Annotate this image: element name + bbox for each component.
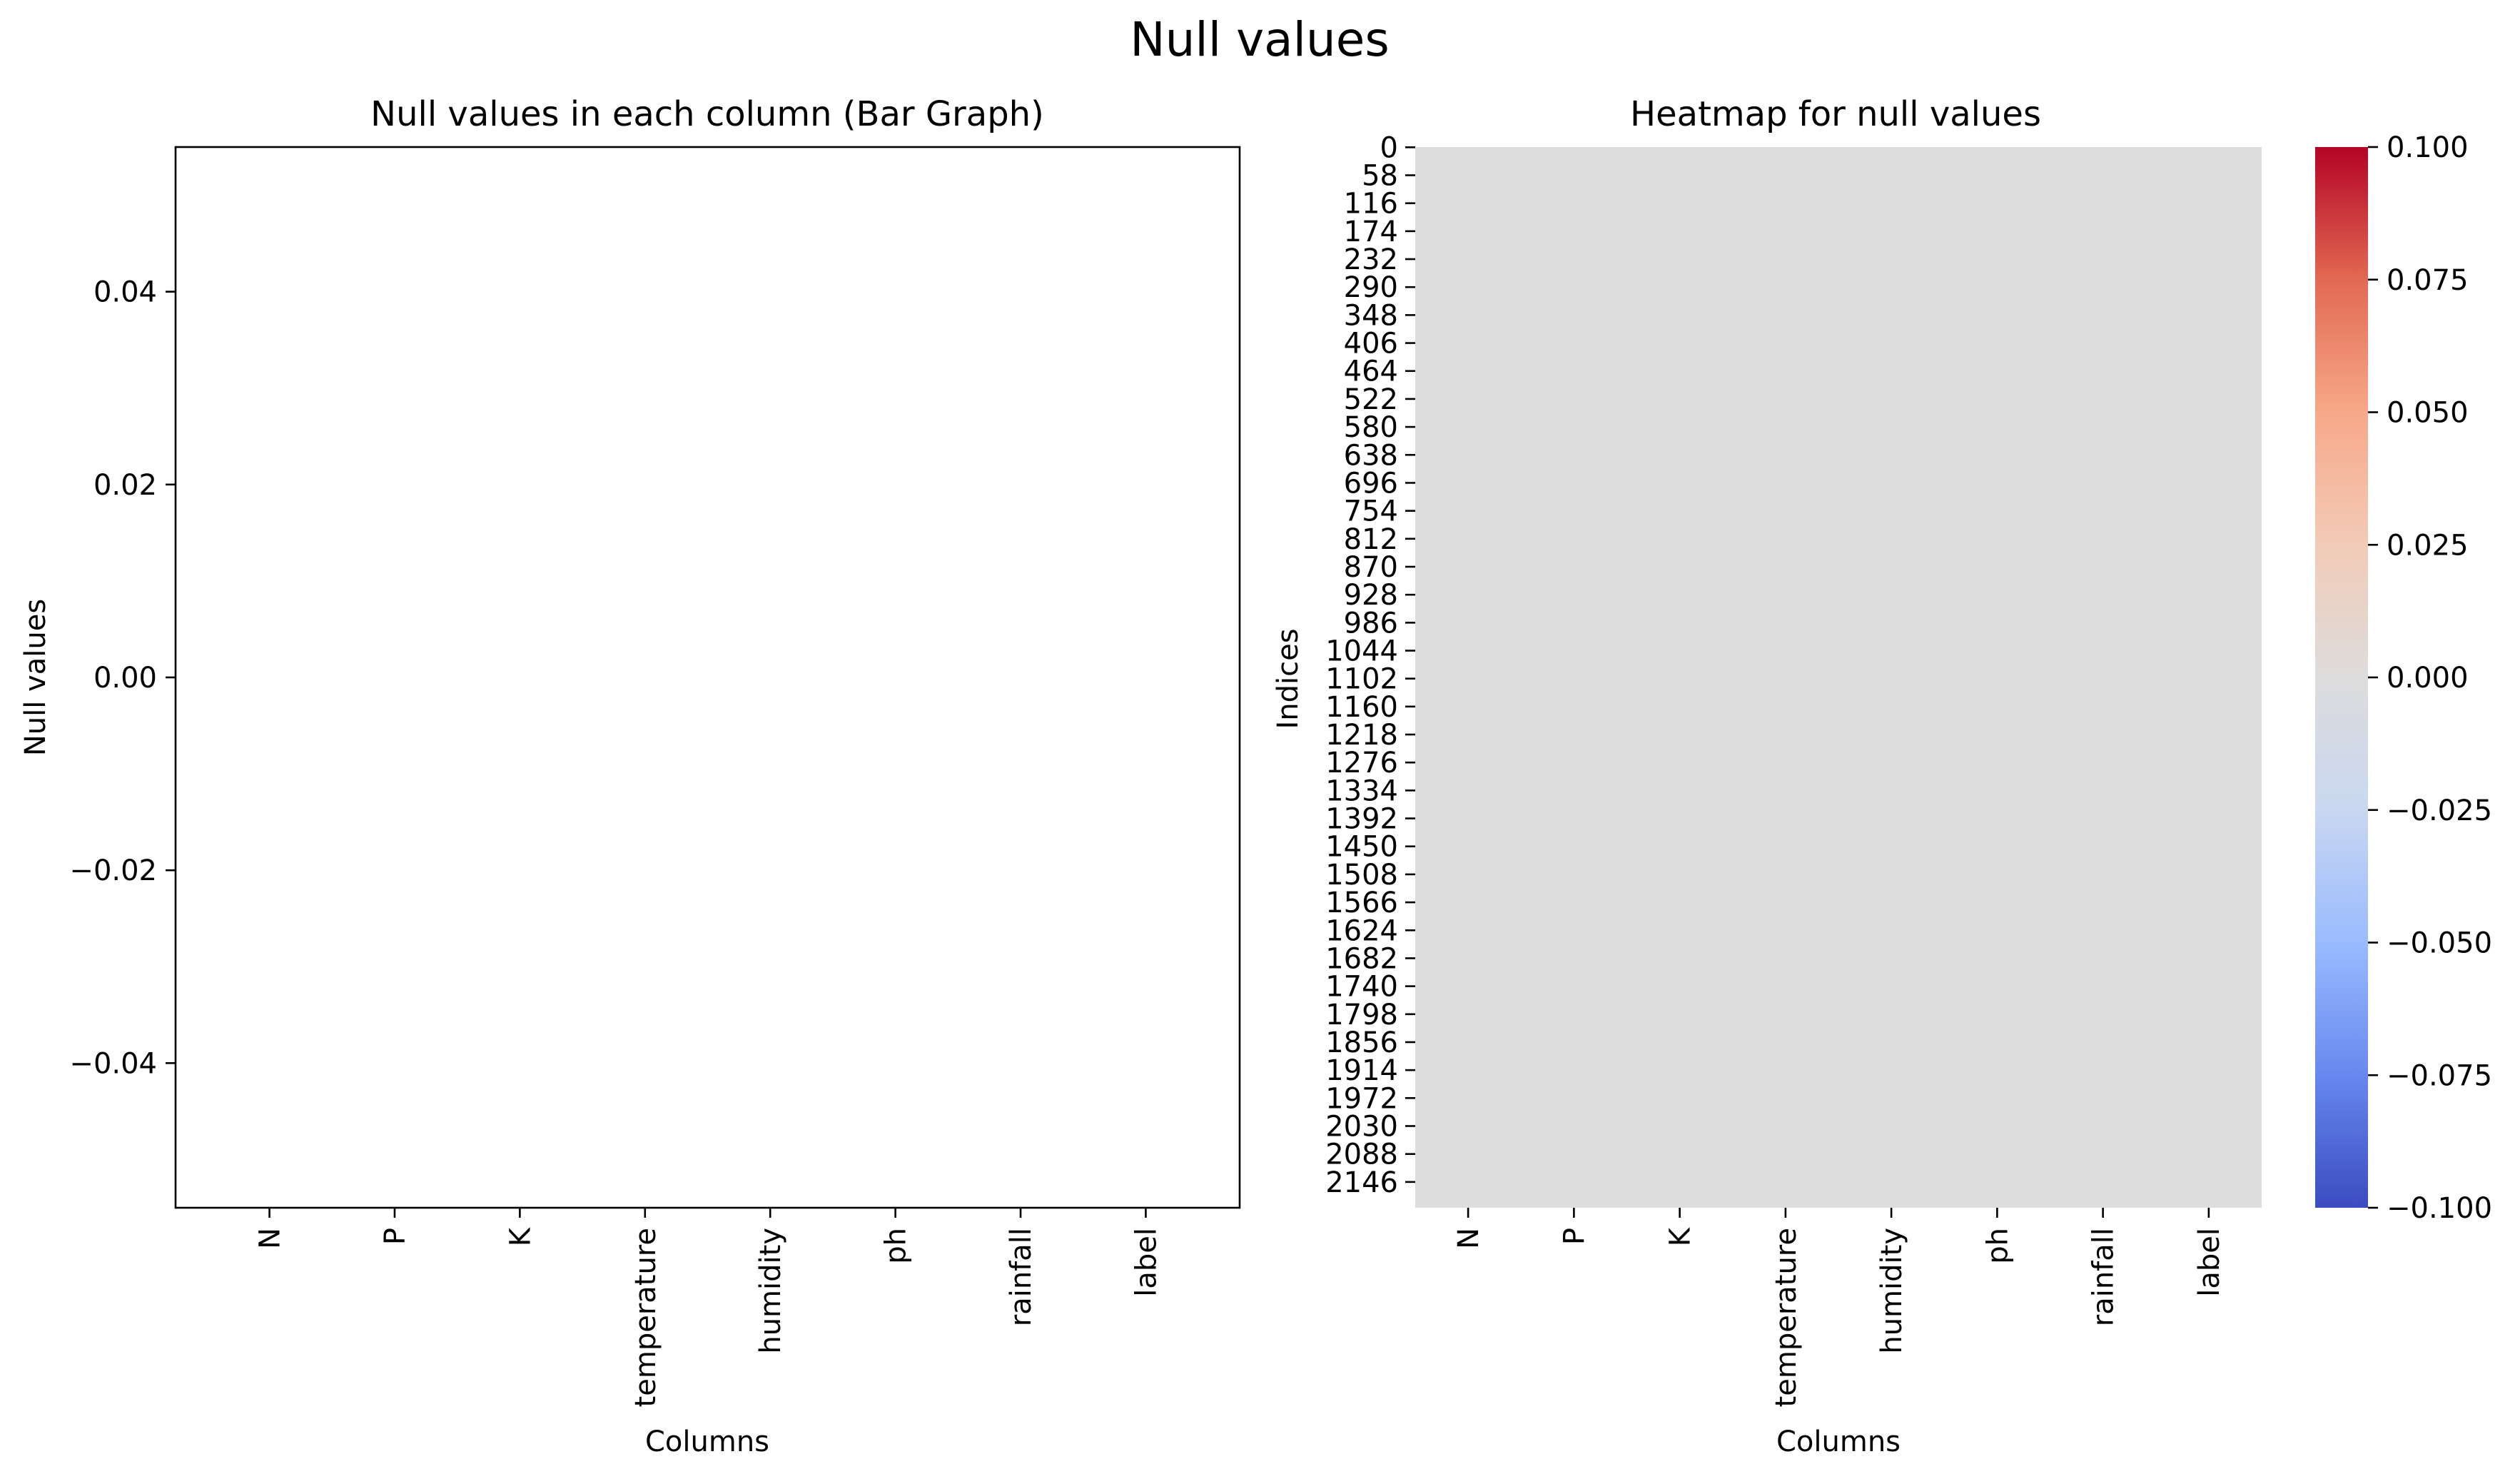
- heatmap-y-tick-label: 1102: [1325, 663, 1398, 696]
- heatmap-x-tick-label: label: [2193, 1228, 2226, 1297]
- bar-x-tick-label: label: [1130, 1228, 1163, 1297]
- heatmap-y-tick-label: 522: [1344, 383, 1398, 416]
- heatmap-y-tick-label: 464: [1344, 355, 1398, 388]
- colorbar-tick-label: 0.100: [2387, 131, 2469, 164]
- heatmap-y-tick-label: 58: [1362, 160, 1398, 193]
- colorbar-tick-label: 0.075: [2387, 264, 2469, 297]
- heatmap-x-tick-label: ph: [1981, 1228, 2014, 1264]
- bar-x-tick-label: ph: [880, 1228, 913, 1264]
- heatmap-y-tick-label: 580: [1344, 411, 1398, 444]
- bar-x-tick-label: P: [379, 1228, 412, 1245]
- bar-y-tick-label: 0.00: [93, 662, 157, 695]
- heatmap-y-tick-label: 1972: [1325, 1082, 1398, 1115]
- heatmap-y-tick-label: 1914: [1325, 1054, 1398, 1087]
- bar-y-tick-label: −0.02: [69, 854, 157, 887]
- heatmap-y-tick-label: 1276: [1325, 747, 1398, 779]
- heatmap-x-tick-label: P: [1558, 1228, 1591, 1245]
- heatmap-title: Heatmap for null values: [1630, 94, 2041, 134]
- heatmap-y-tick-label: 2030: [1325, 1111, 1398, 1144]
- heatmap-y-tick-label: 348: [1344, 299, 1398, 332]
- colorbar-tick-label: 0.050: [2387, 397, 2469, 430]
- heatmap-y-axis-label: Indices: [1272, 628, 1305, 729]
- heatmap-y-tick-label: 986: [1344, 607, 1398, 640]
- heatmap-y-tick-label: 1334: [1325, 774, 1398, 807]
- heatmap-y-tick-label: 290: [1344, 271, 1398, 304]
- heatmap-y-tick-label: 1044: [1325, 635, 1398, 668]
- heatmap-y-tick-label: 1682: [1325, 942, 1398, 975]
- colorbar-tick-label: −0.050: [2387, 927, 2492, 960]
- bar-x-tick-label: temperature: [629, 1228, 662, 1407]
- colorbar-tick-label: 0.025: [2387, 529, 2469, 562]
- heatmap-y-tick-label: 870: [1344, 551, 1398, 584]
- heatmap-x-tick-label: humidity: [1876, 1228, 1908, 1354]
- heatmap-x-tick-label: K: [1664, 1226, 1697, 1246]
- heatmap-y-tick-label: 1160: [1325, 691, 1398, 724]
- colorbar-gradient: [2315, 147, 2368, 1208]
- bar-chart: Null values in each column (Bar Graph) −…: [19, 94, 1241, 1458]
- bar-y-axis-label: Null values: [19, 599, 52, 756]
- heatmap-y-tick-label: 1392: [1325, 803, 1398, 836]
- heatmap-x-tick-label: N: [1452, 1228, 1485, 1249]
- bar-x-tick-label: rainfall: [1005, 1228, 1038, 1326]
- heatmap-y-tick-label: 1856: [1325, 1026, 1398, 1059]
- heatmap-y-tick-label: 638: [1344, 439, 1398, 472]
- heatmap-y-tick-label: 1566: [1325, 887, 1398, 919]
- heatmap-y-tick-label: 812: [1344, 523, 1398, 556]
- bar-y-tick-label: 0.04: [93, 276, 157, 309]
- heatmap-y-tick-label: 174: [1344, 216, 1398, 248]
- heatmap-y-tick-label: 0: [1380, 131, 1398, 164]
- bar-x-axis-label: Columns: [645, 1425, 769, 1458]
- heatmap-y-axis: 0581161742322903484064645225806386967548…: [1325, 131, 1415, 1199]
- heatmap-cells: [1415, 147, 2262, 1208]
- heatmap-y-tick-label: 2146: [1325, 1166, 1398, 1199]
- colorbar-ticks: −0.100 −0.075 −0.050 −0.025 0.000 0.025 0.050 0…: [2368, 131, 2492, 1225]
- colorbar-tick-label: −0.025: [2387, 794, 2492, 827]
- bar-chart-title: Null values in each column (Bar Graph): [370, 94, 1044, 134]
- bar-x-tick-label: humidity: [754, 1228, 787, 1354]
- heatmap-y-tick-label: 696: [1344, 467, 1398, 500]
- heatmap-y-tick-label: 1624: [1325, 914, 1398, 947]
- heatmap-y-tick-label: 116: [1344, 188, 1398, 221]
- colorbar-tick-label: −0.075: [2387, 1059, 2492, 1092]
- colorbar-tick-label: −0.100: [2387, 1192, 2492, 1225]
- heatmap-colorbar: −0.100 −0.075 −0.050 −0.025 0.000 0.025 0.050 0…: [2315, 131, 2492, 1225]
- heatmap-y-tick-label: 406: [1344, 328, 1398, 360]
- heatmap-chart: Heatmap for null values 0581161742322903…: [1272, 94, 2262, 1458]
- bar-x-tick-label: K: [504, 1226, 537, 1246]
- heatmap-y-tick-label: 1218: [1325, 719, 1398, 752]
- bar-x-tick-label: N: [254, 1228, 287, 1249]
- bar-y-axis: −0.04 −0.02 0.00 0.02 0.04: [69, 276, 176, 1080]
- figure-title: Null values: [1130, 12, 1390, 67]
- heatmap-y-tick-label: 1740: [1325, 971, 1398, 1004]
- heatmap-y-tick-label: 1508: [1325, 859, 1398, 892]
- heatmap-y-tick-label: 2088: [1325, 1139, 1398, 1171]
- heatmap-x-tick-label: temperature: [1770, 1228, 1803, 1407]
- bar-plot-area: [176, 147, 1240, 1208]
- heatmap-x-tick-label: rainfall: [2088, 1228, 2120, 1326]
- heatmap-y-tick-label: 1798: [1325, 999, 1398, 1031]
- bar-y-tick-label: 0.02: [93, 469, 157, 502]
- heatmap-y-tick-label: 232: [1344, 243, 1398, 276]
- heatmap-y-tick-label: 1450: [1325, 831, 1398, 864]
- heatmap-y-tick-label: 928: [1344, 579, 1398, 612]
- heatmap-y-tick-label: 754: [1344, 495, 1398, 528]
- colorbar-tick-label: 0.000: [2387, 662, 2469, 695]
- heatmap-x-axis-label: Columns: [1776, 1425, 1901, 1458]
- bar-y-tick-label: −0.04: [69, 1047, 157, 1080]
